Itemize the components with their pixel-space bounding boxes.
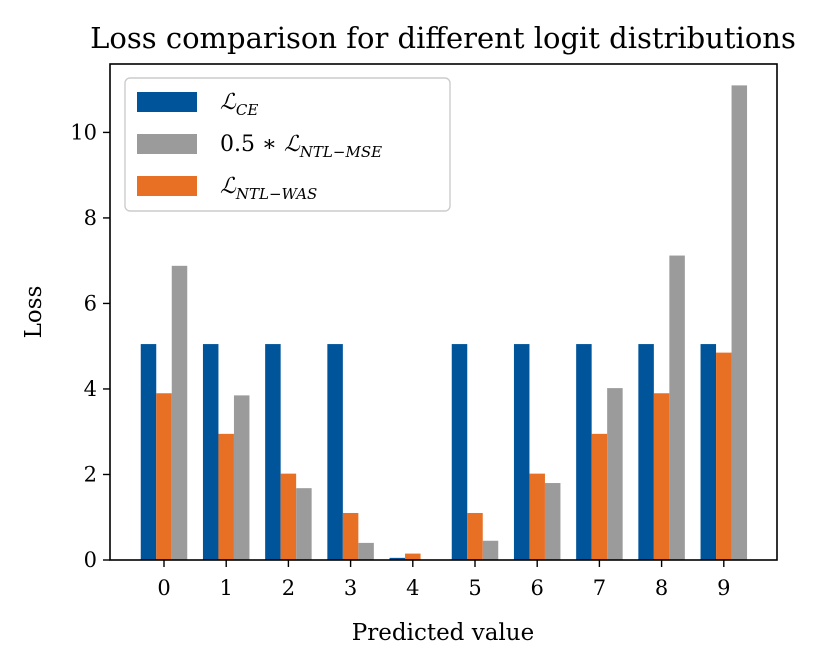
bars-group (140, 85, 748, 560)
bar-series2-cat2 (296, 488, 312, 560)
y-axis-label: Loss (21, 286, 47, 339)
x-tick-label: 2 (282, 576, 295, 600)
legend-label: ℒNTL−WAS (220, 174, 317, 203)
bar-series0-cat0 (140, 344, 157, 560)
x-tick-label: 9 (717, 576, 730, 600)
legend: ℒCE 0.5 ∗ ℒNTL−MSE ℒNTL−WAS (124, 77, 451, 212)
y-tick-label: 4 (84, 377, 97, 401)
legend-box (124, 77, 451, 212)
bar-series0-cat7 (576, 344, 592, 560)
bar-series0-cat2 (265, 344, 281, 560)
bar-series1-cat9 (716, 352, 732, 560)
y-tick-label: 8 (84, 206, 97, 230)
x-tick-label: 6 (531, 576, 544, 600)
bar-series1-cat0 (156, 393, 172, 560)
x-tick-label: 7 (593, 576, 606, 600)
bar-series0-cat6 (513, 344, 530, 560)
chart-title: Loss comparison for different logit dist… (90, 21, 796, 55)
x-tick-label: 5 (468, 576, 481, 600)
bar-series0-cat4 (389, 557, 406, 560)
bar-series2-cat0 (171, 265, 188, 560)
x-tick-label: 0 (157, 576, 170, 600)
bar-series1-cat6 (529, 473, 545, 560)
bar-series2-cat6 (544, 483, 561, 560)
plot-frame (109, 63, 778, 561)
bar-series1-cat3 (342, 512, 359, 560)
bar-series1-cat4 (405, 553, 421, 560)
bar-series0-cat1 (202, 344, 219, 560)
legend-swatch (137, 134, 197, 154)
x-axis: 0 1 2 3 4 5 6 7 8 9 (157, 560, 730, 600)
bar-series2-cat5 (482, 540, 499, 560)
bar-series2-cat9 (731, 85, 748, 560)
bar-series1-cat5 (467, 512, 483, 560)
y-tick-label: 6 (84, 291, 97, 315)
bar-series1-cat7 (591, 433, 608, 560)
x-tick-label: 8 (655, 576, 668, 600)
x-tick-label: 3 (344, 576, 357, 600)
bar-series0-cat5 (451, 344, 468, 560)
bar-series1-cat8 (653, 393, 670, 560)
bar-series2-cat7 (607, 388, 623, 560)
legend-label: ℒCE (220, 90, 258, 119)
bar-series0-cat8 (638, 344, 654, 560)
legend-swatch (137, 176, 197, 196)
x-axis-label: Predicted value (352, 620, 534, 646)
bar-series2-cat1 (233, 395, 250, 560)
x-tick-label: 4 (406, 576, 419, 600)
x-tick-label: 1 (220, 576, 233, 600)
legend-swatch (137, 92, 197, 112)
bar-series2-cat8 (669, 255, 685, 560)
legend-label: 0.5 ∗ ℒNTL−MSE (220, 132, 382, 161)
y-tick-label: 10 (70, 120, 97, 144)
bar-series1-cat2 (280, 473, 297, 560)
bar-series0-cat9 (700, 344, 717, 560)
y-axis: 0 2 4 6 8 10 (70, 120, 110, 572)
bar-series0-cat3 (327, 344, 343, 560)
bar-series2-cat3 (358, 542, 374, 560)
y-tick-label: 2 (84, 462, 97, 486)
bar-series1-cat1 (218, 433, 234, 560)
y-tick-label: 0 (84, 548, 97, 572)
